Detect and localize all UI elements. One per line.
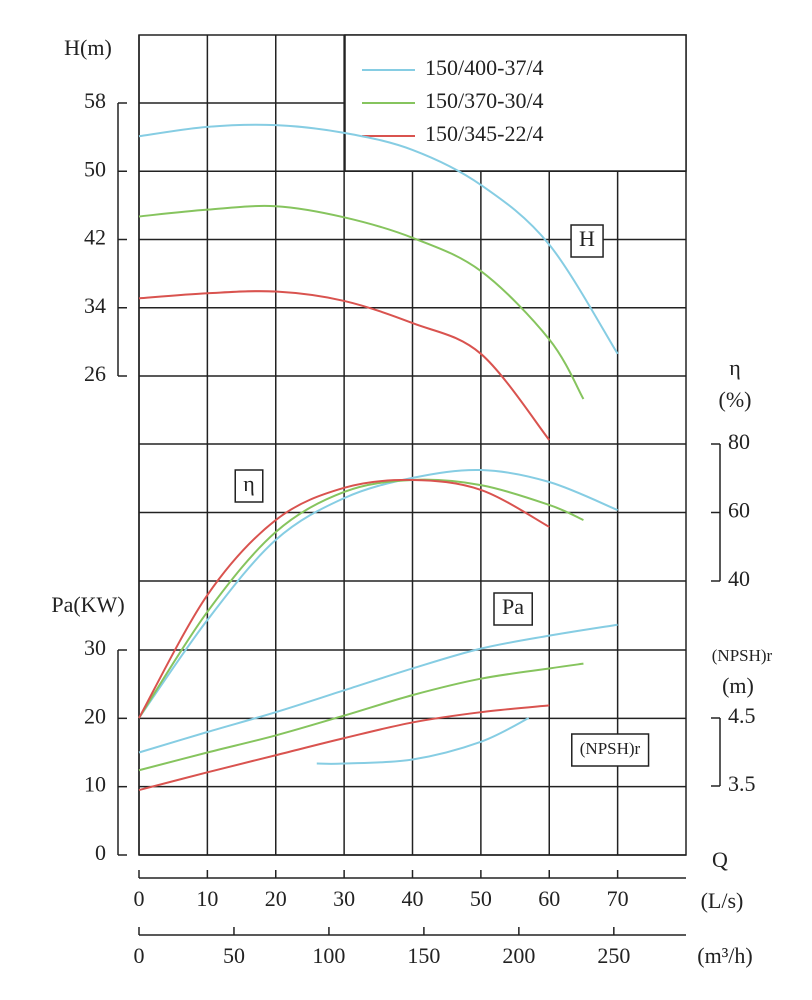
y-tick-label: 42 (84, 225, 106, 250)
y-tick-label: 80 (728, 429, 750, 454)
y-tick-label: 30 (84, 635, 106, 660)
legend-label: 150/345-22/4 (425, 121, 544, 146)
x-tick-label: 40 (402, 886, 424, 911)
x-axis-title: Q (712, 847, 728, 872)
x-tick-label: 50 (223, 943, 245, 968)
y-tick-label: 40 (728, 566, 750, 591)
x-tick-label: 20 (265, 886, 287, 911)
curve (138, 468, 619, 719)
y-tick-label: 34 (84, 293, 106, 318)
curve (138, 478, 584, 719)
curve (316, 717, 530, 765)
curve-annotation: H (579, 226, 595, 251)
x-tick-label: 60 (538, 886, 560, 911)
y-axis-title: Pa(KW) (51, 592, 124, 617)
y-axis-title: η (729, 355, 741, 380)
curve (138, 478, 550, 719)
x-tick-label: 10 (196, 886, 218, 911)
x-tick-label: 30 (333, 886, 355, 911)
annotation-box (571, 733, 650, 767)
x-tick-label: 50 (470, 886, 492, 911)
curve (138, 623, 618, 754)
y-axis-title: H(m) (64, 35, 112, 60)
annotation-box (234, 469, 264, 503)
y-tick-label: 4.5 (728, 703, 756, 728)
curve (138, 204, 585, 400)
legend-label: 150/400-37/4 (425, 55, 544, 80)
y-tick-label: 26 (84, 361, 106, 386)
legend-label: 150/370-30/4 (425, 88, 544, 113)
x-axis-unit: (L/s) (701, 888, 744, 913)
y-tick-label: 58 (84, 88, 106, 113)
x-tick-label: 70 (607, 886, 629, 911)
curve (138, 290, 551, 441)
x-tick-label: 0 (134, 886, 145, 911)
y-tick-label: 0 (95, 840, 106, 865)
x-tick-label: 250 (597, 943, 630, 968)
x2-axis-unit: (m³/h) (697, 943, 752, 968)
y-tick-label: 10 (84, 772, 106, 797)
x-tick-label: 150 (407, 943, 440, 968)
x-tick-label: 200 (502, 943, 535, 968)
y-axis-title: (NPSH)r (712, 646, 773, 665)
y-tick-label: 3.5 (728, 771, 756, 796)
y-tick-label: 60 (728, 498, 750, 523)
y-tick-label: 50 (84, 156, 106, 181)
annotation-box (493, 592, 533, 626)
x-tick-label: 0 (134, 943, 145, 968)
annotation-box (570, 224, 604, 258)
curve (138, 662, 584, 772)
curve (138, 704, 550, 792)
y-tick-label: 20 (84, 703, 106, 728)
curve-annotation: Pa (502, 594, 524, 619)
y-axis-title: (m) (722, 673, 754, 698)
curve-annotation: (NPSH)r (580, 739, 641, 758)
curve (138, 123, 619, 355)
curve-annotation: η (243, 471, 255, 496)
y-axis-title: (%) (719, 387, 752, 412)
x-tick-label: 100 (312, 943, 345, 968)
